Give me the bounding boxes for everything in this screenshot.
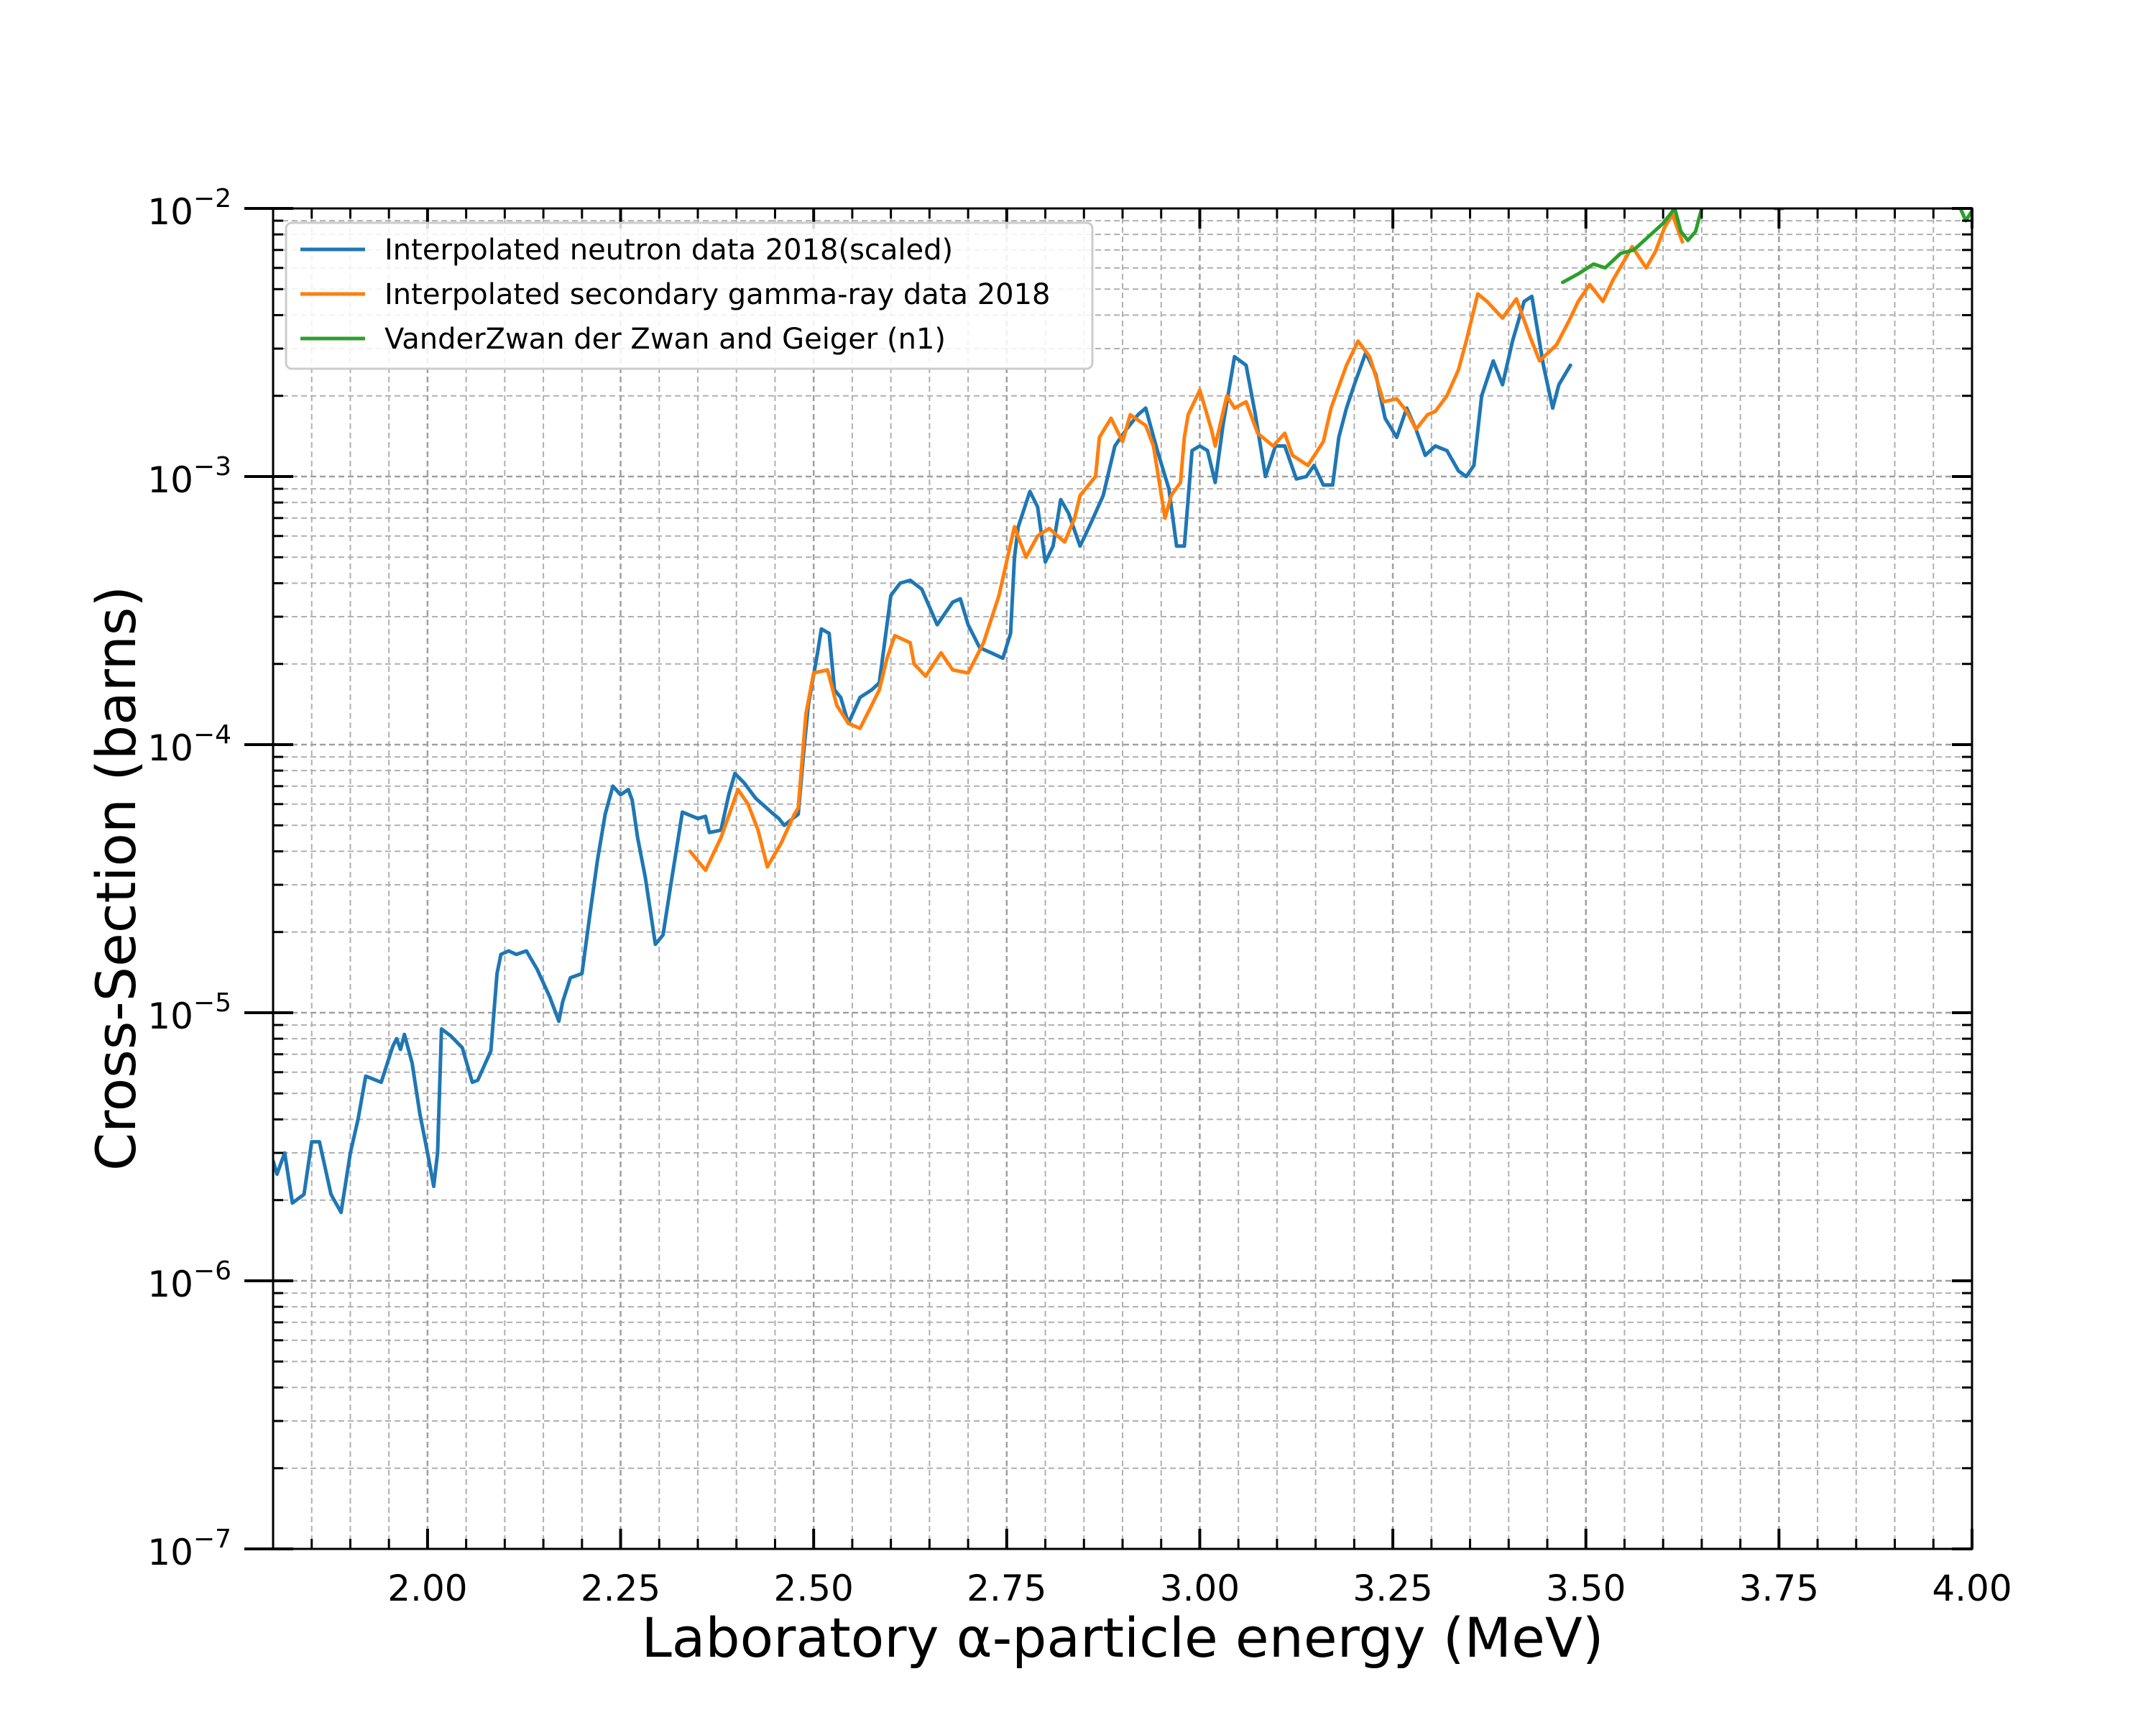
- series-line-0: [273, 294, 1572, 1215]
- x-tick-label: 4.00: [1932, 1568, 2012, 1609]
- tick-labels: 2.00 2.25 2.50 2.75 3.00 3.25 3.50 3.75 4.0010−7…: [147, 184, 2012, 1609]
- y-tick-label: 10−5: [147, 988, 231, 1037]
- y-tick-exponent: −4: [193, 720, 231, 750]
- x-tick-label: 2.75: [967, 1568, 1046, 1609]
- x-tick-label: 2.25: [581, 1568, 660, 1609]
- legend-label-gamma: Interpolated secondary gamma-ray data 20…: [384, 278, 1051, 311]
- y-tick-base: 10: [147, 727, 193, 769]
- y-tick-label: 10−6: [147, 1256, 231, 1305]
- x-axis-label: Laboratory α-particle energy (MeV): [641, 1606, 1603, 1670]
- legend-label-vanderzwan: VanderZwan der Zwan and Geiger (n1): [384, 323, 946, 356]
- y-tick-base: 10: [147, 995, 193, 1037]
- x-tick-label: 3.25: [1353, 1568, 1432, 1609]
- series-line-2: [1561, 208, 1704, 285]
- series-layer: [273, 208, 1972, 1215]
- y-tick-base: 10: [147, 459, 193, 501]
- x-tick-label: 3.50: [1546, 1568, 1626, 1609]
- y-tick-exponent: −2: [193, 184, 231, 213]
- y-axis-label: Cross-Section (barns): [84, 586, 148, 1171]
- y-tick-exponent: −5: [193, 988, 231, 1018]
- y-tick-exponent: −6: [193, 1256, 231, 1286]
- y-tick-base: 10: [147, 191, 193, 233]
- y-tick-label: 10−3: [147, 452, 231, 501]
- y-tick-label: 10−4: [147, 720, 231, 769]
- y-tick-label: 10−7: [147, 1524, 231, 1573]
- y-tick-base: 10: [147, 1532, 193, 1573]
- y-tick-base: 10: [147, 1264, 193, 1305]
- legend-box: [285, 221, 1094, 370]
- y-tick-exponent: −3: [193, 452, 231, 482]
- y-tick-exponent: −7: [193, 1524, 231, 1554]
- y-tick-label: 10−2: [147, 184, 231, 233]
- legend-label-neutron: Interpolated neutron data 2018(scaled): [384, 234, 953, 267]
- x-tick-label: 3.75: [1739, 1568, 1819, 1609]
- x-tick-label: 2.50: [774, 1568, 854, 1609]
- plot-frame: [272, 207, 1973, 1550]
- series-line-1: [688, 212, 1685, 873]
- x-tick-label: 3.00: [1160, 1568, 1240, 1609]
- legend: Interpolated neutron data 2018(scaled) I…: [285, 221, 1094, 370]
- ticks-layer: [244, 207, 1973, 1550]
- x-tick-label: 2.00: [387, 1568, 467, 1609]
